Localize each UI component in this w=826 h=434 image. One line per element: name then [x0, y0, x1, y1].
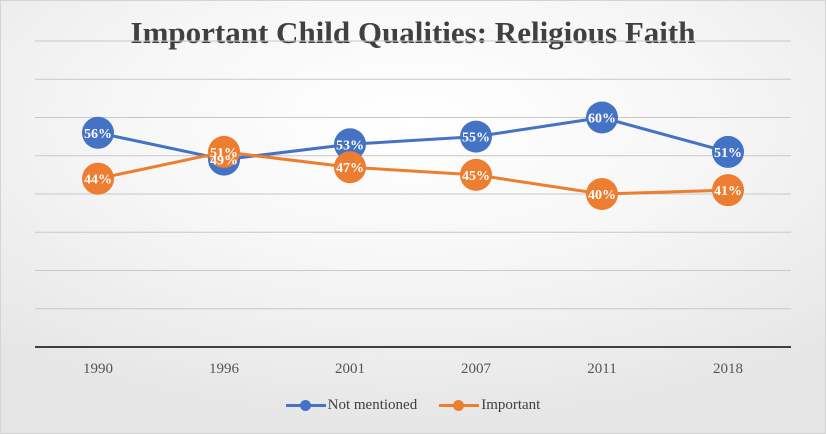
- data-point: [82, 162, 114, 195]
- data-label: 41%: [714, 184, 742, 199]
- data-label: 47%: [336, 161, 364, 176]
- series-line: [97, 116, 729, 162]
- series-important: [82, 135, 744, 210]
- data-point: [712, 174, 744, 207]
- legend-swatch-not-mentioned: [285, 399, 326, 412]
- data-label: 40%: [588, 188, 616, 203]
- chart-title: Important Child Qualities: Religious Fai…: [130, 15, 696, 50]
- legend-item-important: Important: [439, 397, 540, 414]
- series-line: [97, 150, 729, 196]
- x-tick-label: 1996: [209, 361, 240, 377]
- data-label: 51%: [714, 146, 742, 161]
- data-point: [334, 151, 366, 184]
- data-point: [586, 101, 618, 134]
- x-axis: 1990 1996 2001 2007 2011 2018: [35, 346, 791, 377]
- data-point: [586, 178, 618, 210]
- data-label: 56%: [84, 127, 112, 142]
- legend-label-important: Important: [481, 397, 541, 413]
- data-label: 45%: [462, 169, 490, 184]
- x-tick-label: 2018: [713, 361, 743, 377]
- data-label: 60%: [588, 112, 616, 127]
- data-label: 53%: [336, 138, 364, 153]
- x-tick-label: 2007: [461, 361, 492, 377]
- x-tick-label: 1990: [83, 361, 113, 377]
- gridlines: [35, 40, 791, 310]
- data-label: 44%: [84, 173, 112, 188]
- legend-swatch-important: [439, 399, 480, 412]
- data-label: 51%: [210, 146, 238, 161]
- x-tick-label: 2001: [335, 361, 365, 377]
- data-point: [82, 116, 114, 149]
- data-point: [208, 135, 240, 168]
- legend-label-not-mentioned: Not mentioned: [327, 397, 418, 413]
- legend: Not mentioned Important: [1, 397, 825, 414]
- data-point: [712, 135, 744, 168]
- data-point: [334, 128, 366, 161]
- data-point: [460, 120, 492, 153]
- data-label: 55%: [462, 131, 490, 146]
- series-layer: 56% 49% 53% 55% 60% 51% 44% 51% 47% 45% 40% 41%: [82, 101, 744, 210]
- data-point: [460, 158, 492, 191]
- data-label: 49%: [210, 154, 238, 169]
- x-tick-label: 2011: [587, 361, 616, 377]
- series-not-mentioned: [82, 101, 744, 176]
- legend-item-not-mentioned: Not mentioned: [285, 397, 418, 414]
